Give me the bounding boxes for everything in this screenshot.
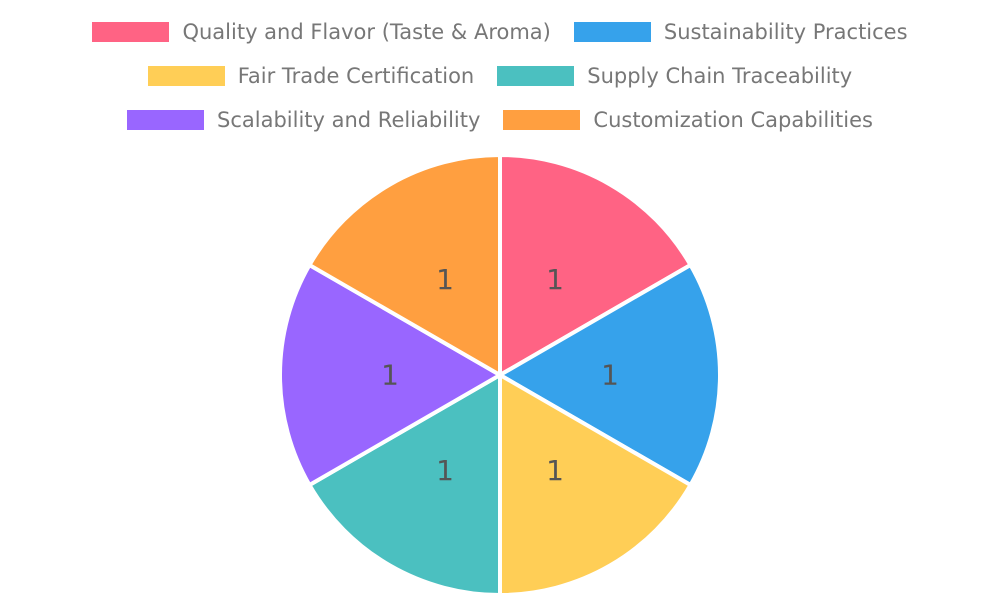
legend-swatch-icon — [503, 110, 581, 130]
legend-item-quality-and-flavor-taste-aroma: Quality and Flavor (Taste & Aroma) — [92, 18, 551, 46]
legend-item-sustainability-practices: Sustainability Practices — [573, 18, 908, 46]
pie-slice-customization-capabilities — [306, 152, 502, 379]
legend-label: Sustainability Practices — [663, 20, 908, 44]
slice-value-label: 1 — [546, 454, 564, 487]
slice-value-label: 1 — [381, 359, 399, 392]
legend-item-scalability-and-reliability: Scalability and Reliability — [127, 106, 480, 134]
legend-label: Supply Chain Traceability — [587, 64, 853, 88]
legend-swatch-icon — [92, 22, 170, 42]
legend-swatch-icon — [497, 66, 575, 86]
legend-label: Fair Trade Certification — [237, 64, 475, 88]
legend-label: Customization Capabilities — [593, 108, 873, 132]
pie-slice-scalability-and-reliability — [278, 262, 505, 488]
slice-value-label: 1 — [546, 263, 564, 296]
legend-item-supply-chain-traceability: Supply Chain Traceability — [497, 62, 852, 90]
pie-slice-supply-chain-traceability — [306, 371, 502, 598]
pie-slice-sustainability-practices — [495, 262, 722, 488]
legend-label: Quality and Flavor (Taste & Aroma) — [182, 20, 551, 44]
legend-label: Scalability and Reliability — [217, 108, 481, 132]
legend-row: Scalability and Reliability Customization… — [127, 106, 873, 134]
legend-row: Quality and Flavor (Taste & Aroma) Sustai… — [92, 18, 908, 46]
legend-item-fair-trade-certification: Fair Trade Certification — [147, 62, 475, 90]
slice-value-label: 1 — [436, 454, 454, 487]
chart-legend: Quality and Flavor (Taste & Aroma) Sustai… — [0, 18, 1000, 134]
legend-item-customization-capabilities: Customization Capabilities — [503, 106, 873, 134]
legend-row: Fair Trade Certification Supply Chain Tra… — [147, 62, 852, 90]
legend-swatch-icon — [127, 110, 204, 130]
slice-value-label: 1 — [601, 359, 619, 392]
pie-slice-fair-trade-certification — [498, 371, 694, 598]
legend-swatch-icon — [147, 66, 225, 86]
legend-swatch-icon — [573, 22, 651, 42]
slice-value-label: 1 — [436, 263, 454, 296]
pie-slice-quality-and-flavor-taste-aroma — [498, 152, 694, 379]
